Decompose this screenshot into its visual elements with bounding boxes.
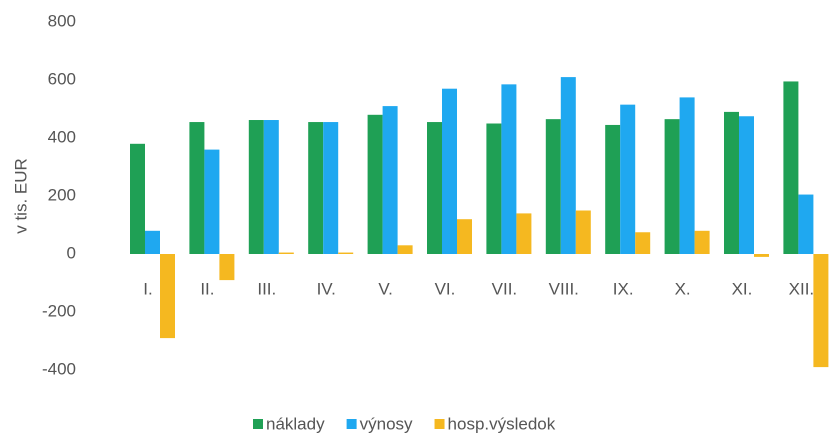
bar (635, 232, 651, 254)
y-tick-label: 200 (48, 185, 76, 204)
bar (620, 104, 636, 255)
y-tick-label: -400 (42, 359, 76, 378)
legend-swatch (346, 419, 357, 429)
bar (560, 77, 576, 254)
bar (204, 149, 220, 254)
bar (160, 254, 175, 339)
bar (664, 119, 680, 255)
x-tick-label: VII. (492, 279, 518, 298)
bar (605, 124, 621, 254)
bar (338, 252, 354, 254)
bar (145, 230, 160, 254)
bar (783, 81, 799, 254)
x-tick-label: XI. (732, 279, 753, 298)
bar (575, 210, 591, 254)
bar (442, 88, 457, 254)
x-tick-label: I. (143, 279, 152, 298)
legend-label: hosp.výsledok (448, 414, 556, 433)
bar (724, 111, 739, 255)
legend-swatch (434, 419, 445, 429)
y-axis-label: v tis. EUR (11, 158, 30, 234)
bar (130, 143, 145, 254)
bar (397, 245, 413, 254)
y-tick-label: 800 (48, 11, 76, 30)
bar (219, 254, 235, 281)
y-tick-label: -200 (42, 301, 76, 320)
x-tick-label: III. (257, 279, 276, 298)
bar (323, 122, 339, 254)
legend-label: náklady (266, 414, 325, 433)
y-tick-label: 400 (48, 127, 76, 146)
x-tick-label: VI. (435, 279, 456, 298)
x-tick-label: IV. (317, 279, 336, 298)
x-tick-label: VIII. (549, 279, 579, 298)
x-tick-label: V. (378, 279, 393, 298)
bar (308, 122, 324, 254)
bar (813, 254, 829, 368)
x-tick-label: X. (675, 279, 691, 298)
bar (189, 122, 205, 254)
y-tick-label: 0 (67, 243, 76, 262)
bar (486, 123, 502, 254)
bar (679, 97, 695, 255)
bar (516, 213, 532, 254)
bar (798, 194, 814, 254)
bar (248, 120, 264, 255)
legend-label: výnosy (360, 414, 413, 433)
bar (278, 252, 294, 254)
bar (754, 254, 769, 257)
legend-swatch (253, 419, 263, 429)
bar (367, 114, 383, 254)
bar (694, 230, 710, 254)
bar (427, 122, 442, 254)
bar (545, 119, 561, 255)
y-tick-label: 600 (48, 69, 76, 88)
bar (739, 116, 754, 254)
x-tick-label: XII. (789, 279, 815, 298)
x-tick-label: IX. (613, 279, 634, 298)
bar (382, 106, 398, 254)
bar (501, 84, 517, 254)
bar (263, 120, 279, 255)
x-tick-label: II. (200, 279, 214, 298)
bar (457, 219, 472, 254)
